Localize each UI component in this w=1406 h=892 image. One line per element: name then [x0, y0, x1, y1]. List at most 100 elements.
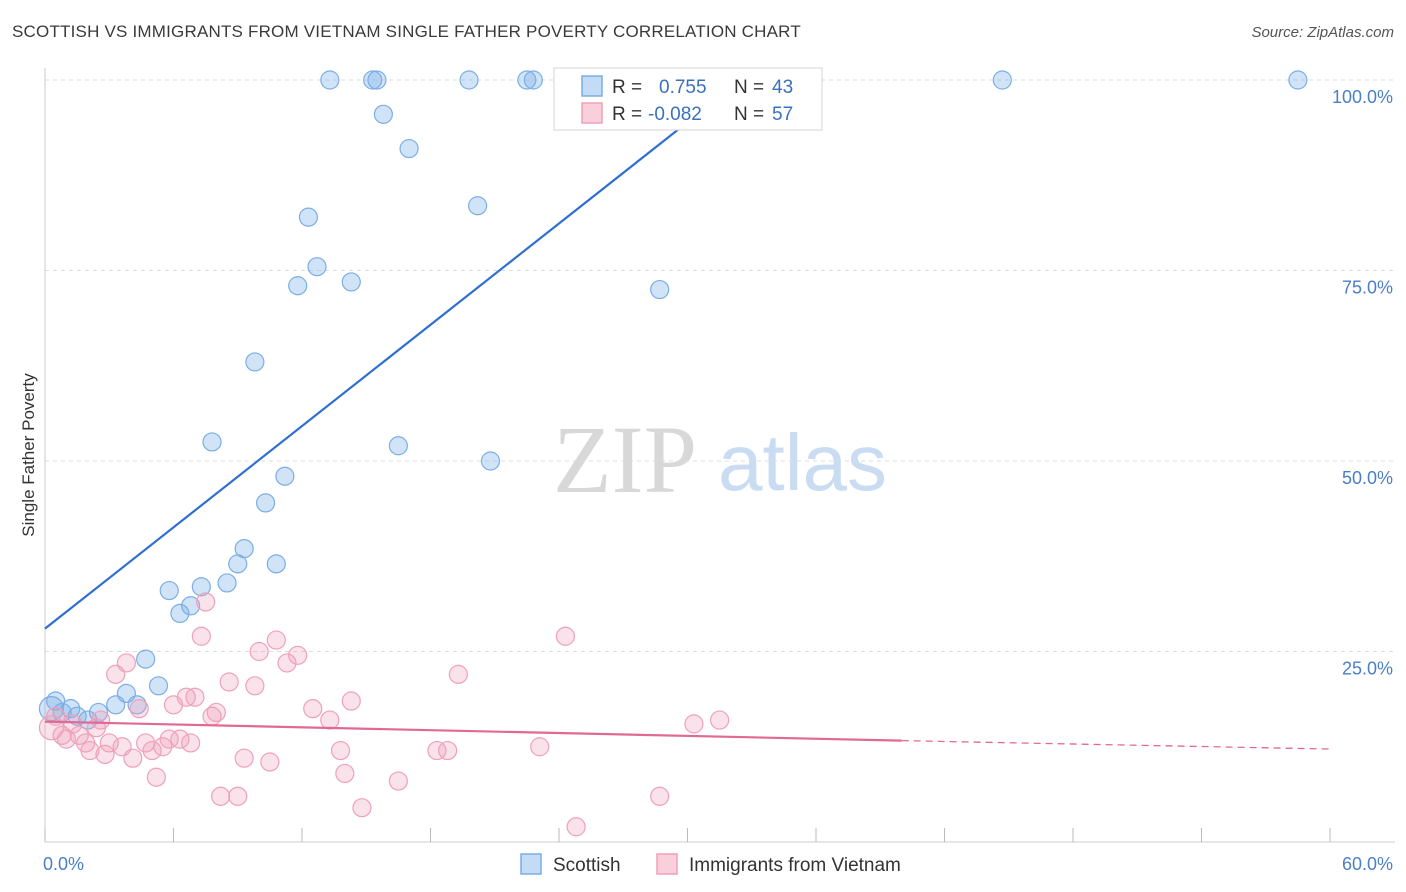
- scottish-point-33: [399, 138, 419, 159]
- source-label: Source: ZipAtlas.com: [1251, 24, 1394, 41]
- vietnam-point-49: [438, 740, 458, 761]
- vietnam-point-46: [352, 798, 372, 818]
- y-axis-label: Single Father Poverty: [19, 373, 38, 537]
- scottish-point-36: [480, 451, 501, 471]
- legend-r-label-1: R =: [612, 77, 642, 98]
- scottish-point-13: [170, 603, 190, 624]
- vietnam-point-44: [335, 763, 355, 784]
- scottish-point-31: [373, 104, 393, 124]
- scottish-point-38: [523, 70, 543, 90]
- scottish-point-10: [136, 649, 156, 669]
- vietnam-trend-extension: [901, 740, 1331, 750]
- vietnam-point-21: [159, 729, 179, 749]
- vietnam-point-30: [206, 702, 226, 723]
- legend-n-value-vietnam: 57: [772, 104, 793, 125]
- scottish-point-11: [148, 676, 169, 696]
- scottish-point-42: [1288, 70, 1308, 90]
- scottish-point-37: [517, 70, 537, 90]
- scottish-point-27: [320, 70, 340, 90]
- series-scottish-points: [38, 70, 1308, 730]
- trend-lines: [44, 79, 1331, 750]
- vietnam-point-53: [566, 817, 586, 837]
- axes: 25.0% 50.0% 75.0% 100.0% 0.0% 60.0%: [43, 68, 1395, 874]
- vietnam-point-56: [710, 710, 730, 730]
- watermark-zip: ZIP: [553, 406, 697, 513]
- y-tick-label-75: 75.0%: [1342, 278, 1393, 298]
- legend-n-label-1: N =: [734, 77, 764, 98]
- scottish-point-25: [298, 207, 319, 227]
- vietnam-point-43: [330, 740, 351, 761]
- watermark-atlas: atlas: [718, 418, 887, 507]
- scottish-point-6: [88, 702, 109, 723]
- vietnam-point-16: [129, 699, 149, 719]
- scottish-point-23: [275, 466, 295, 486]
- scottish-point-41: [992, 70, 1012, 90]
- bottom-legend: Scottish Immigrants from Vietnam: [520, 853, 901, 876]
- vietnam-point-32: [219, 672, 239, 692]
- vietnam-point-18: [142, 740, 162, 761]
- legend-swatch-vietnam: [581, 102, 603, 124]
- scottish-point-1: [46, 691, 66, 711]
- vietnam-trend-line: [44, 720, 902, 742]
- scottish-point-19: [234, 539, 254, 559]
- y-tick-label-25: 25.0%: [1342, 659, 1393, 679]
- scottish-point-26: [307, 257, 327, 277]
- legend-r-label-2: R =: [612, 104, 642, 125]
- vietnam-point-23: [170, 729, 190, 749]
- vietnam-point-39: [277, 653, 297, 673]
- vietnam-point-38: [266, 630, 286, 650]
- vietnam-point-19: [146, 767, 166, 787]
- y-tick-label-50: 50.0%: [1342, 468, 1393, 488]
- scottish-point-30: [367, 70, 387, 90]
- vietnam-point-10: [95, 744, 115, 764]
- legend-swatch-scottish: [581, 75, 603, 97]
- scottish-point-12: [159, 580, 179, 601]
- vietnam-point-5: [69, 725, 89, 745]
- bottom-legend-scottish: Scottish: [553, 855, 621, 876]
- vietnam-point-14: [116, 653, 136, 673]
- scottish-trend-line: [44, 79, 742, 630]
- scottish-point-15: [191, 577, 211, 597]
- scottish-point-28: [341, 272, 361, 292]
- legend-n-value-scottish: 43: [772, 77, 793, 98]
- vietnam-point-28: [196, 592, 216, 612]
- vietnam-point-27: [191, 626, 211, 646]
- vietnam-point-42: [320, 710, 340, 730]
- scottish-point-22: [266, 554, 286, 574]
- scottish-point-16: [202, 432, 222, 452]
- scottish-point-20: [245, 352, 265, 372]
- scottish-point-34: [459, 70, 479, 90]
- scottish-point-14: [181, 596, 201, 616]
- scottish-point-3: [61, 699, 81, 719]
- series-vietnam-points: [38, 592, 730, 837]
- vietnam-point-47: [388, 771, 408, 791]
- vietnam-point-26: [185, 687, 205, 707]
- vietnam-point-48: [427, 740, 447, 761]
- scottish-point-21: [255, 493, 276, 513]
- scottish-point-17: [217, 573, 237, 593]
- legend-n-label-2: N =: [734, 104, 764, 125]
- vietnam-point-51: [530, 737, 550, 757]
- vietnam-point-55: [684, 714, 704, 734]
- vietnam-point-34: [234, 748, 254, 768]
- vietnam-point-33: [228, 786, 248, 806]
- vietnam-point-25: [181, 733, 201, 753]
- scottish-point-24: [288, 276, 308, 296]
- vietnam-point-35: [245, 676, 265, 696]
- vietnam-point-36: [249, 641, 269, 662]
- x-tick-label-min: 0.0%: [43, 854, 84, 874]
- chart-title: SCOTTISH VS IMMIGRANTS FROM VIETNAM SING…: [12, 22, 801, 41]
- vietnam-point-41: [303, 699, 323, 719]
- scottish-point-32: [388, 436, 408, 456]
- bottom-legend-swatch-scottish: [520, 853, 542, 875]
- y-tick-label-100: 100.0%: [1332, 87, 1393, 107]
- vietnam-point-40: [288, 645, 308, 665]
- scottish-point-40: [650, 279, 670, 300]
- vietnam-point-31: [211, 786, 231, 806]
- bottom-legend-swatch-vietnam: [656, 853, 678, 875]
- vietnam-point-7: [80, 740, 100, 761]
- vietnam-point-37: [260, 752, 280, 772]
- legend-r-value-vietnam: -0.082: [648, 104, 702, 125]
- vietnam-point-15: [123, 748, 143, 768]
- vietnam-point-45: [341, 691, 361, 711]
